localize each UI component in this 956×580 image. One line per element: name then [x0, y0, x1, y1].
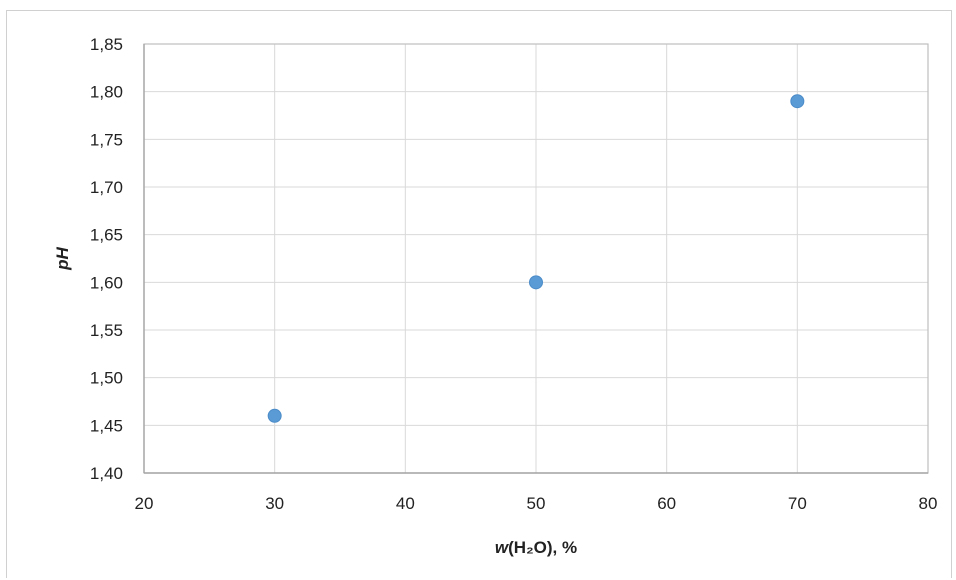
y-tick-label: 1,80: [90, 83, 123, 102]
y-tick-label: 1,45: [90, 416, 123, 435]
y-tick-label: 1,70: [90, 178, 123, 197]
y-tick-label: 1,40: [90, 464, 123, 483]
y-tick-label: 1,60: [90, 273, 123, 292]
x-tick-label: 20: [135, 494, 154, 513]
x-tick-label: 60: [657, 494, 676, 513]
x-tick-label: 80: [919, 494, 938, 513]
x-tick-label: 40: [396, 494, 415, 513]
x-tick-label: 70: [788, 494, 807, 513]
x-axis-title-variable: w: [495, 538, 510, 557]
y-axis-title: pH: [53, 246, 72, 270]
x-tick-label: 30: [265, 494, 284, 513]
data-points: [267, 94, 805, 423]
gridlines: [143, 43, 929, 474]
y-tick-label: 1,85: [90, 35, 123, 54]
data-point: [790, 94, 805, 109]
x-axis-title-rest: (H₂O), %: [508, 538, 577, 557]
data-point: [267, 408, 282, 423]
y-tick-label: 1,65: [90, 226, 123, 245]
y-tick-label: 1,55: [90, 321, 123, 340]
x-axis-title: w(H₂O), %: [495, 538, 577, 557]
chart-frame: [6, 10, 952, 578]
y-tick-label: 1,75: [90, 130, 123, 149]
tick-labels: 1,40 1,45 1,50 1,55 1,60 1,65 1,70 1,75 1,80 1,85…: [90, 35, 938, 513]
axes: [143, 43, 929, 474]
x-tick-label: 50: [527, 494, 546, 513]
data-point: [529, 275, 543, 290]
y-tick-label: 1,50: [90, 369, 123, 388]
